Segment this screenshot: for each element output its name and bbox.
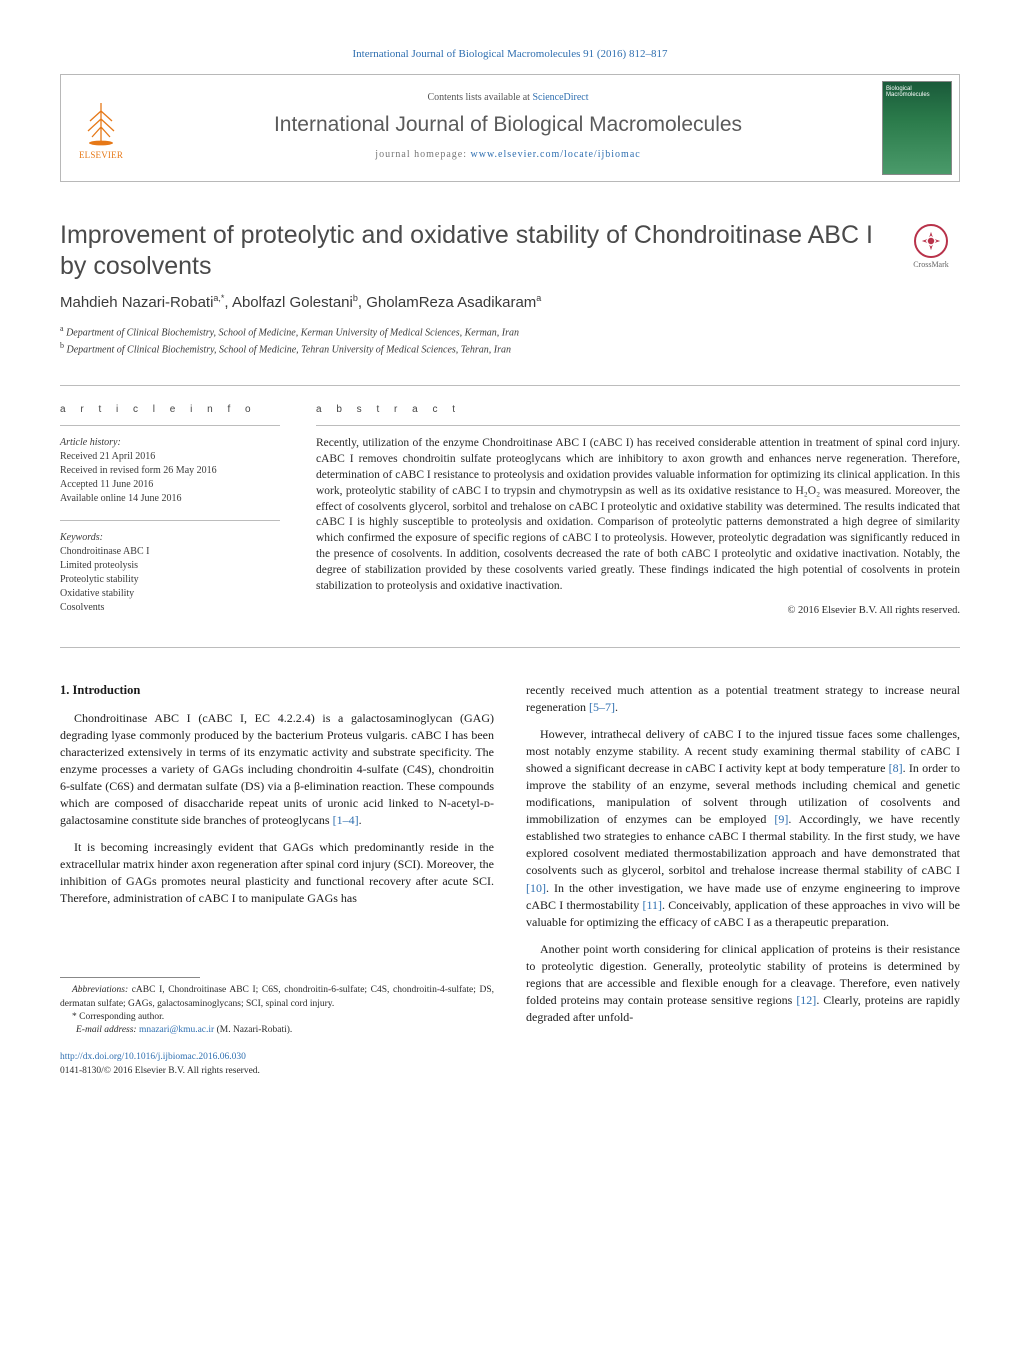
info-divider xyxy=(60,520,280,521)
affiliation-text: Department of Clinical Biochemistry, Sch… xyxy=(66,327,519,338)
journal-cover-thumb xyxy=(875,75,959,181)
body-paragraph: It is becoming increasingly evident that… xyxy=(60,839,494,907)
body-two-column: 1. Introduction Chondroitinase ABC I (cA… xyxy=(60,682,960,1078)
body-paragraph: Chondroitinase ABC I (cABC I, EC 4.2.2.4… xyxy=(60,710,494,829)
reference-link[interactable]: [9] xyxy=(774,812,788,826)
abstract-copyright: © 2016 Elsevier B.V. All rights reserved… xyxy=(316,605,960,616)
email-link[interactable]: mnazari@kmu.ac.ir xyxy=(139,1025,214,1035)
keywords-block: Keywords: Chondroitinase ABC I Limited p… xyxy=(60,531,280,615)
issn-copyright: 0141-8130/© 2016 Elsevier B.V. All right… xyxy=(60,1065,494,1078)
affiliations: a Department of Clinical Biochemistry, S… xyxy=(60,323,960,358)
author-mark: a,* xyxy=(213,293,224,303)
citation-line: International Journal of Biological Macr… xyxy=(60,48,960,60)
section-divider xyxy=(60,385,960,386)
affiliation: b Department of Clinical Biochemistry, S… xyxy=(60,340,960,357)
email-line: E-mail address: mnazari@kmu.ac.ir (M. Na… xyxy=(60,1024,494,1037)
journal-header: ELSEVIER Contents lists available at Sci… xyxy=(60,74,960,182)
article-title: Improvement of proteolytic and oxidative… xyxy=(60,220,886,283)
author-mark: a xyxy=(536,293,541,303)
cover-image xyxy=(882,81,952,175)
history-item: Accepted 11 June 2016 xyxy=(60,478,280,492)
keywords-label: Keywords: xyxy=(60,531,280,545)
history-item: Received 21 April 2016 xyxy=(60,450,280,464)
keyword: Chondroitinase ABC I xyxy=(60,545,280,559)
homepage-link[interactable]: www.elsevier.com/locate/ijbiomac xyxy=(471,149,641,160)
body-left-column: 1. Introduction Chondroitinase ABC I (cA… xyxy=(60,682,494,1078)
body-paragraph: However, intrathecal delivery of cABC I … xyxy=(526,726,960,930)
section-divider xyxy=(60,647,960,648)
reference-link[interactable]: [10] xyxy=(526,881,546,895)
abstract-heading: a b s t r a c t xyxy=(316,404,960,415)
abbreviations: Abbreviations: cABC I, Chondroitinase AB… xyxy=(60,984,494,1011)
authors-line: Mahdieh Nazari-Robatia,*, Abolfazl Goles… xyxy=(60,293,960,311)
author-mark: b xyxy=(353,293,358,303)
homepage-prefix: journal homepage: xyxy=(375,149,470,160)
body-right-column: recently received much attention as a po… xyxy=(526,682,960,1078)
reference-link[interactable]: [8] xyxy=(889,761,903,775)
body-paragraph: recently received much attention as a po… xyxy=(526,682,960,716)
email-tail: (M. Nazari-Robati). xyxy=(214,1025,292,1035)
keyword: Proteolytic stability xyxy=(60,573,280,587)
article-info-column: a r t i c l e i n f o Article history: R… xyxy=(60,404,280,629)
abstract-column: a b s t r a c t Recently, utilization of… xyxy=(316,404,960,629)
affiliation-mark: a xyxy=(60,324,64,333)
keyword: Limited proteolysis xyxy=(60,559,280,573)
reference-link[interactable]: [1–4] xyxy=(333,813,359,827)
para-text: Chondroitinase ABC I (cABC I, EC 4.2.2.4… xyxy=(60,711,494,827)
reference-link[interactable]: [5–7] xyxy=(589,700,615,714)
journal-homepage: journal homepage: www.elsevier.com/locat… xyxy=(153,149,863,160)
corresponding-author: * Corresponding author. xyxy=(60,1011,494,1024)
body-paragraph: Another point worth considering for clin… xyxy=(526,941,960,1026)
author: GholamReza Asadikaram xyxy=(366,294,536,311)
crossmark-icon xyxy=(914,224,948,258)
keyword: Cosolvents xyxy=(60,601,280,615)
publisher-logo: ELSEVIER xyxy=(61,75,141,181)
contents-prefix: Contents lists available at xyxy=(427,92,532,103)
author: Mahdieh Nazari-Robati xyxy=(60,294,213,311)
abstract-text: Recently, utilization of the enzyme Chon… xyxy=(316,436,960,595)
affiliation-mark: b xyxy=(60,341,64,350)
footnote-block: Abbreviations: cABC I, Chondroitinase AB… xyxy=(60,977,494,1037)
sciencedirect-link[interactable]: ScienceDirect xyxy=(532,92,588,103)
keyword: Oxidative stability xyxy=(60,587,280,601)
doi-block: http://dx.doi.org/10.1016/j.ijbiomac.201… xyxy=(60,1051,494,1078)
history-item: Received in revised form 26 May 2016 xyxy=(60,464,280,478)
reference-link[interactable]: [11] xyxy=(642,898,662,912)
reference-link[interactable]: [12] xyxy=(796,993,816,1007)
history-item: Available online 14 June 2016 xyxy=(60,492,280,506)
article-info-heading: a r t i c l e i n f o xyxy=(60,404,280,415)
affiliation: a Department of Clinical Biochemistry, S… xyxy=(60,323,960,340)
footnote-divider xyxy=(60,977,200,978)
doi-link[interactable]: http://dx.doi.org/10.1016/j.ijbiomac.201… xyxy=(60,1052,246,1062)
info-divider xyxy=(60,425,280,426)
intro-heading: 1. Introduction xyxy=(60,682,494,700)
email-label: E-mail address: xyxy=(76,1025,139,1035)
info-divider xyxy=(316,425,960,426)
article-history: Article history: Received 21 April 2016 … xyxy=(60,436,280,506)
author: Abolfazl Golestani xyxy=(232,294,353,311)
history-label: Article history: xyxy=(60,436,280,450)
journal-name: International Journal of Biological Macr… xyxy=(153,113,863,137)
affiliation-text: Department of Clinical Biochemistry, Sch… xyxy=(67,344,511,355)
crossmark-label: CrossMark xyxy=(913,260,949,269)
crossmark-badge[interactable]: CrossMark xyxy=(902,224,960,269)
abbrev-label: Abbreviations: xyxy=(72,985,128,995)
elsevier-tree-icon xyxy=(75,96,127,148)
contents-available: Contents lists available at ScienceDirec… xyxy=(153,92,863,103)
publisher-name: ELSEVIER xyxy=(79,150,123,160)
